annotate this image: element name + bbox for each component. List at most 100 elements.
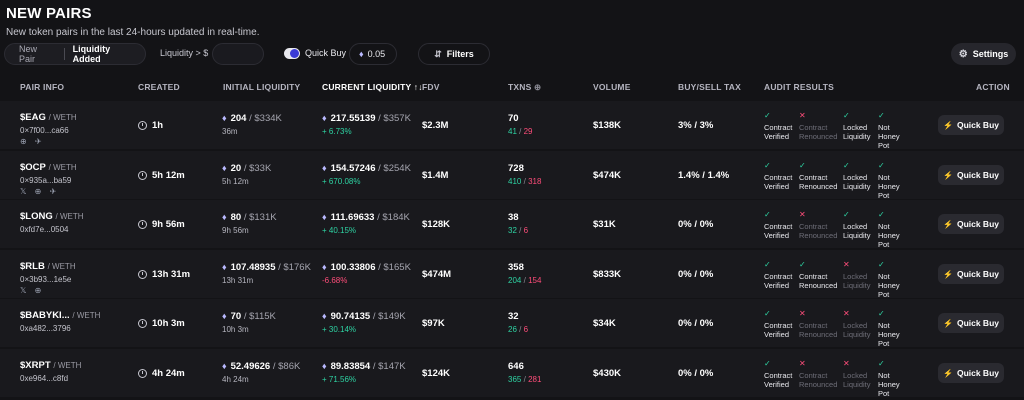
column-header-created[interactable]: CREATED	[138, 82, 180, 92]
clock-icon	[138, 171, 147, 180]
column-header-initial-liquidity[interactable]: INITIAL LIQUIDITY	[223, 82, 301, 92]
quick-buy-button[interactable]: ⚡ Quick Buy	[938, 363, 1004, 383]
token-address[interactable]: 0×7f00...ca66	[20, 126, 69, 135]
eth-icon: ♦	[222, 311, 227, 321]
current-liquidity-cell: ♦ 100.33806 / $165K -6.68%	[322, 262, 411, 285]
liquidity-filter-input[interactable]	[212, 43, 264, 65]
volume-value: $138K	[593, 120, 621, 131]
column-header-txns[interactable]: TXNS ⊕	[508, 82, 541, 93]
token-symbol[interactable]: $BABYKI...	[20, 310, 70, 321]
pair-info: $XRPT / WETH 0xe964...c8fd	[20, 360, 81, 383]
column-header-volume[interactable]: VOLUME	[593, 82, 631, 92]
quick-buy-amount-input[interactable]: ♦ 0.05	[349, 43, 397, 65]
volume-value: $474K	[593, 170, 621, 181]
table-row[interactable]: $EAG / WETH 0×7f00...ca66 ⊕ ✈ 1h ♦ 204 / $334…	[0, 101, 1024, 150]
table-row[interactable]: $XRPT / WETH 0xe964...c8fd 4h 24m ♦ 52.49626…	[0, 349, 1024, 398]
current-usd: / $357K	[378, 113, 411, 124]
quick-buy-button[interactable]: ⚡ Quick Buy	[938, 264, 1004, 284]
quick-buy-button[interactable]: ⚡ Quick Buy	[938, 165, 1004, 185]
liquidity-change: -6.68%	[322, 276, 348, 285]
current-eth: 217.55139	[330, 113, 376, 124]
token-symbol[interactable]: $OCP	[20, 162, 46, 173]
token-symbol[interactable]: $XRPT	[20, 360, 51, 371]
initial-usd: / $131K	[243, 212, 277, 223]
table-row[interactable]: $LONG / WETH 0xfd7e...0504 9h 56m ♦ 80 / $13…	[0, 200, 1024, 249]
txns-buys: 204	[508, 276, 522, 285]
token-symbol[interactable]: $RLB	[20, 261, 45, 272]
fdv-value: $128K	[422, 219, 450, 230]
x-circle-icon: ✕	[799, 111, 806, 120]
lightning-icon: ⚡	[942, 219, 953, 229]
created-cell: 4h 24m	[138, 368, 185, 379]
column-header-current-liquidity[interactable]: CURRENT LIQUIDITY ↑↓	[322, 82, 423, 92]
audit-result: ✓ Locked Liquidity	[843, 111, 877, 141]
current-eth: 90.74135	[330, 311, 371, 322]
column-header-tax[interactable]: BUY/SELL TAX	[678, 82, 742, 92]
token-symbol[interactable]: $EAG	[20, 112, 46, 123]
pair-base: / WETH	[48, 113, 77, 122]
audit-label: Contract Verified	[764, 321, 793, 339]
initial-liquidity-age: 13h 31m	[222, 276, 254, 285]
audit-label: Not Honey Pot	[878, 222, 900, 249]
social-icons[interactable]: ⊕ ✈	[20, 137, 45, 146]
pair-base: / WETH	[55, 212, 84, 221]
tax-value: 0% / 0%	[678, 269, 714, 280]
quick-buy-label: Quick Buy	[956, 120, 999, 130]
quick-buy-label: Quick Buy	[956, 368, 999, 378]
settings-label: Settings	[972, 49, 1009, 59]
audit-result: ✓ Contract Verified	[764, 111, 798, 141]
token-address[interactable]: 0xe964...c8fd	[20, 374, 69, 383]
current-liquidity-cell: ♦ 89.83854 / $147K + 71.56%	[322, 361, 406, 384]
pair-symbol-line: $LONG / WETH	[20, 211, 84, 222]
column-header-fdv[interactable]: FDV	[422, 82, 440, 92]
x-circle-icon: ✕	[843, 260, 850, 269]
audit-result: ✓ Contract Renounced	[799, 260, 837, 290]
tab-new-pair[interactable]: New Pair	[19, 44, 38, 64]
initial-liquidity-value: ♦ 20 / $33K	[222, 163, 271, 174]
settings-button[interactable]: ⚙ Settings	[951, 43, 1016, 65]
table-header: PAIR INFO CREATED INITIAL LIQUIDITY CURR…	[0, 76, 1024, 98]
liquidity-change: + 6.73%	[322, 127, 352, 136]
audit-label: Not Honey Pot	[878, 272, 900, 299]
token-address[interactable]: 0xa482...3796	[20, 324, 71, 333]
audit-label: Locked Liquidity	[843, 371, 871, 389]
quick-buy-toggle[interactable]	[284, 48, 300, 59]
eth-icon: ♦	[322, 163, 327, 173]
txns-separator: /	[519, 226, 522, 235]
txns-sells: 29	[523, 127, 533, 136]
column-header-pair-info[interactable]: PAIR INFO	[20, 82, 65, 92]
liquidity-change: + 30.14%	[322, 325, 357, 334]
tab-liquidity-added[interactable]: Liquidity Added	[72, 44, 111, 64]
current-usd: / $165K	[378, 262, 411, 273]
current-liquidity-cell: ♦ 111.69633 / $184K + 40.15%	[322, 212, 410, 235]
initial-eth: 70	[230, 311, 242, 322]
pair-info: $OCP / WETH 0×935a...ba59 𝕏 ⊕ ✈	[20, 162, 77, 196]
table-row[interactable]: $OCP / WETH 0×935a...ba59 𝕏 ⊕ ✈ 5h 12m ♦ 20 /…	[0, 151, 1024, 200]
created-age: 9h 56m	[152, 219, 185, 230]
table-row[interactable]: $RLB / WETH 0×3b93...1e5e 𝕏 ⊕ 13h 31m ♦ 107.4…	[0, 250, 1024, 299]
txns-separator: /	[519, 325, 522, 334]
txns-total: 646	[508, 361, 524, 372]
initial-liquidity-value: ♦ 52.49626 / $86K	[222, 361, 300, 372]
audit-label: Locked Liquidity	[843, 222, 871, 240]
social-icons[interactable]: 𝕏 ⊕ ✈	[20, 187, 60, 196]
table-row[interactable]: $BABYKI... / WETH 0xa482...3796 10h 3m ♦ 70 …	[0, 299, 1024, 348]
filters-button[interactable]: ⇵ Filters	[418, 43, 490, 65]
token-symbol[interactable]: $LONG	[20, 211, 53, 222]
token-address[interactable]: 0×935a...ba59	[20, 176, 72, 185]
token-address[interactable]: 0xfd7e...0504	[20, 225, 69, 234]
audit-result: ✓ Not Honey Pot	[878, 161, 912, 200]
check-circle-icon: ✓	[843, 111, 850, 120]
token-address[interactable]: 0×3b93...1e5e	[20, 275, 72, 284]
check-circle-icon: ✓	[799, 161, 806, 170]
quick-buy-button[interactable]: ⚡ Quick Buy	[938, 115, 1004, 135]
initial-liquidity-age: 36m	[222, 127, 238, 136]
quick-buy-button[interactable]: ⚡ Quick Buy	[938, 313, 1004, 333]
check-circle-icon: ✓	[764, 111, 771, 120]
txns-buys: 410	[508, 177, 522, 186]
audit-label: Contract Verified	[764, 123, 793, 141]
audit-result: ✓ Not Honey Pot	[878, 359, 912, 398]
txns-total: 728	[508, 163, 524, 174]
quick-buy-button[interactable]: ⚡ Quick Buy	[938, 214, 1004, 234]
social-icons[interactable]: 𝕏 ⊕	[20, 286, 45, 295]
